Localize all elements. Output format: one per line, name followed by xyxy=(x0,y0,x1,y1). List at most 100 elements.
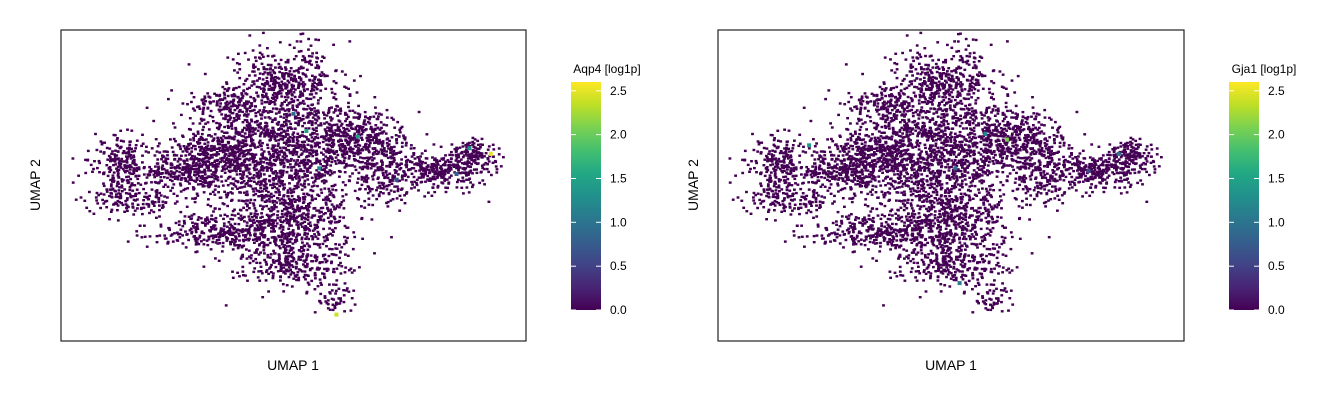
cell-point xyxy=(204,163,208,167)
cell-point xyxy=(173,166,177,169)
cell-point xyxy=(295,138,299,141)
cell-point xyxy=(252,157,255,161)
cell-point xyxy=(255,168,259,171)
cell-point xyxy=(314,235,318,238)
cell-point xyxy=(288,144,291,147)
cell-point xyxy=(367,150,371,154)
cell-point xyxy=(108,170,111,174)
cell-point xyxy=(247,158,250,161)
cell-point xyxy=(140,206,143,210)
cell-point xyxy=(352,79,356,82)
cell-point xyxy=(71,157,75,160)
cell-point xyxy=(162,150,166,153)
cell-point xyxy=(277,81,280,85)
x-axis-label: UMAP 1 xyxy=(267,357,319,373)
cell-point xyxy=(239,99,243,102)
cell-point xyxy=(158,234,162,237)
cell-point xyxy=(281,134,285,138)
cell-point xyxy=(278,199,282,202)
cell-point xyxy=(205,138,208,141)
cell-point xyxy=(348,109,352,113)
cell-point xyxy=(358,266,361,269)
cell-point xyxy=(230,127,234,130)
cell-point xyxy=(292,277,296,280)
cell-point xyxy=(253,229,257,232)
cell-point xyxy=(229,124,233,128)
cell-point xyxy=(223,154,227,157)
cell-point xyxy=(315,149,318,153)
cell-point xyxy=(185,167,189,170)
cell-point xyxy=(238,103,241,107)
cell-point xyxy=(245,208,249,212)
cell-point xyxy=(431,170,435,173)
cell-point xyxy=(391,174,395,177)
cell-point xyxy=(330,106,333,109)
cell-point xyxy=(264,279,268,282)
cell-point xyxy=(471,185,474,189)
cell-point xyxy=(234,144,238,147)
cell-point xyxy=(300,188,304,191)
cell-point xyxy=(254,56,257,59)
cell-point xyxy=(135,188,139,191)
cell-point xyxy=(282,271,285,274)
cell-point xyxy=(187,175,190,179)
cell-point xyxy=(305,97,308,100)
cell-point xyxy=(283,201,287,204)
cell-point xyxy=(332,144,335,147)
cell-point xyxy=(224,162,228,165)
cell-point xyxy=(320,151,323,154)
cell-point xyxy=(502,156,505,159)
cell-point xyxy=(157,173,160,176)
cell-point xyxy=(306,232,309,235)
cell-point xyxy=(381,161,384,164)
cell-point xyxy=(329,208,333,211)
cell-point xyxy=(935,70,939,74)
cell-point xyxy=(484,161,488,165)
cell-point xyxy=(194,148,197,151)
cell-point xyxy=(468,165,472,168)
cell-point xyxy=(105,199,109,203)
cell-point xyxy=(222,135,225,138)
cell-point xyxy=(313,228,317,231)
cell-point xyxy=(105,206,109,209)
cell-point xyxy=(196,105,199,109)
cell-point xyxy=(338,243,341,246)
cell-point xyxy=(384,171,388,174)
cell-point xyxy=(280,149,283,152)
cell-point xyxy=(307,48,310,51)
cell-point xyxy=(317,232,321,236)
cell-point xyxy=(214,171,217,174)
cell-point xyxy=(326,299,330,302)
cell-point xyxy=(309,224,312,227)
cell-point xyxy=(370,156,373,159)
cell-point xyxy=(329,156,332,159)
cell-point xyxy=(330,297,334,301)
cell-point xyxy=(229,160,233,163)
cell-point xyxy=(322,147,326,151)
cell-point xyxy=(388,163,392,167)
cell-point xyxy=(175,200,179,203)
cell-point xyxy=(161,154,164,157)
cell-point xyxy=(400,125,404,129)
cell-point xyxy=(180,113,183,117)
cell-point xyxy=(187,147,191,151)
cell-point xyxy=(259,251,262,254)
cell-point xyxy=(317,215,321,218)
cell-point xyxy=(281,155,285,158)
cell-point xyxy=(221,202,225,205)
cell-point xyxy=(488,154,492,158)
expressing-cell-point xyxy=(454,172,459,176)
cell-point xyxy=(236,246,240,250)
cell-point xyxy=(145,145,148,148)
cell-point xyxy=(985,106,989,110)
cell-point xyxy=(235,237,238,241)
cell-point xyxy=(327,149,331,153)
cell-point xyxy=(311,116,315,119)
cell-point xyxy=(193,145,197,148)
colorbar-tick-label: 0.5 xyxy=(610,259,627,273)
cell-point xyxy=(171,240,175,243)
cell-point xyxy=(266,253,270,257)
cell-point xyxy=(200,159,204,162)
cell-point xyxy=(487,170,491,174)
cell-point xyxy=(189,170,192,173)
